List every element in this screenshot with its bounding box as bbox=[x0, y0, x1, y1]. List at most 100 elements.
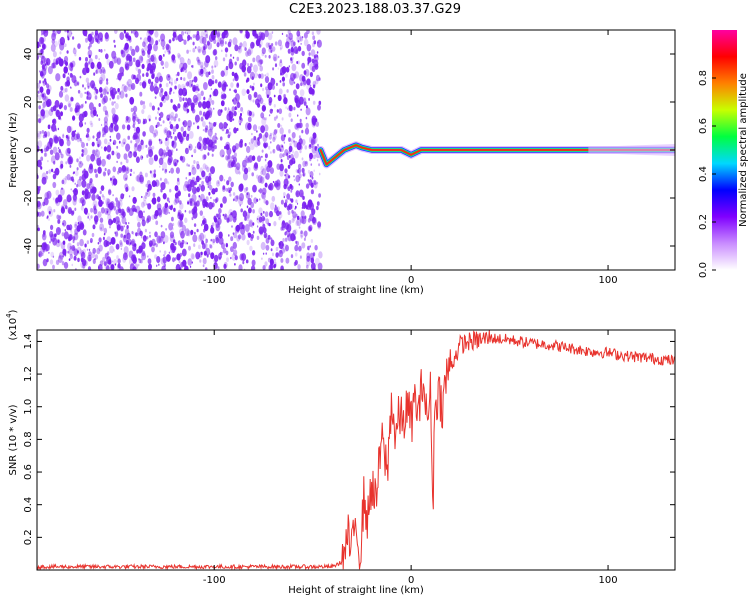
noise-speckle bbox=[86, 133, 90, 138]
noise-speckle bbox=[49, 211, 51, 214]
noise-speckle bbox=[198, 195, 201, 198]
noise-speckle bbox=[245, 186, 249, 191]
noise-speckle bbox=[175, 123, 179, 130]
noise-speckle bbox=[299, 74, 304, 82]
noise-speckle bbox=[291, 209, 294, 214]
noise-speckle bbox=[140, 37, 142, 40]
noise-speckle bbox=[147, 78, 152, 85]
noise-speckle bbox=[112, 166, 117, 173]
noise-speckle bbox=[230, 53, 232, 57]
noise-speckle bbox=[229, 88, 231, 91]
noise-speckle bbox=[228, 38, 232, 44]
noise-speckle bbox=[85, 77, 90, 83]
noise-speckle bbox=[299, 89, 305, 97]
noise-speckle bbox=[220, 100, 225, 107]
noise-speckle bbox=[134, 263, 139, 270]
noise-speckle bbox=[302, 160, 307, 167]
noise-speckle bbox=[103, 146, 107, 152]
noise-speckle bbox=[286, 152, 289, 156]
noise-speckle bbox=[291, 132, 296, 139]
noise-speckle bbox=[279, 169, 284, 177]
noise-speckle bbox=[233, 249, 238, 256]
noise-speckle bbox=[54, 152, 60, 161]
noise-speckle bbox=[116, 160, 118, 164]
noise-speckle bbox=[247, 197, 252, 206]
noise-speckle bbox=[84, 122, 87, 125]
noise-speckle bbox=[185, 241, 187, 245]
noise-speckle bbox=[119, 242, 123, 248]
noise-speckle bbox=[233, 89, 235, 92]
noise-speckle bbox=[112, 194, 114, 197]
noise-speckle bbox=[111, 93, 115, 100]
noise-speckle bbox=[191, 65, 193, 68]
noise-speckle bbox=[301, 36, 304, 39]
noise-speckle bbox=[125, 187, 129, 192]
noise-speckle bbox=[191, 166, 197, 176]
noise-speckle bbox=[214, 145, 217, 150]
noise-speckle bbox=[71, 75, 77, 84]
noise-speckle bbox=[218, 122, 224, 130]
noise-speckle bbox=[58, 58, 64, 67]
noise-speckle bbox=[52, 181, 57, 189]
noise-speckle bbox=[176, 180, 181, 186]
noise-speckle bbox=[285, 244, 289, 252]
noise-speckle bbox=[286, 224, 292, 233]
noise-speckle bbox=[153, 43, 158, 52]
noise-speckle bbox=[270, 202, 275, 210]
noise-speckle bbox=[50, 106, 54, 113]
noise-speckle bbox=[196, 200, 200, 207]
noise-speckle bbox=[196, 56, 200, 62]
noise-speckle bbox=[171, 216, 174, 222]
noise-speckle bbox=[113, 39, 116, 43]
noise-speckle bbox=[228, 213, 233, 222]
noise-speckle bbox=[246, 89, 250, 95]
noise-speckle bbox=[303, 97, 306, 102]
noise-speckle bbox=[127, 83, 132, 92]
noise-speckle bbox=[41, 32, 43, 36]
noise-speckle bbox=[86, 142, 89, 147]
noise-speckle bbox=[216, 32, 221, 39]
noise-speckle bbox=[222, 247, 227, 254]
noise-speckle bbox=[104, 167, 107, 172]
noise-speckle bbox=[84, 100, 87, 104]
noise-speckle bbox=[292, 150, 295, 154]
noise-speckle bbox=[205, 71, 210, 78]
noise-speckle bbox=[280, 258, 284, 263]
noise-speckle bbox=[318, 100, 322, 106]
noise-speckle bbox=[139, 91, 143, 97]
noise-speckle bbox=[212, 135, 217, 144]
noise-speckle bbox=[49, 137, 53, 144]
noise-speckle bbox=[260, 241, 266, 251]
noise-speckle bbox=[170, 152, 173, 156]
noise-speckle bbox=[208, 78, 213, 87]
noise-speckle bbox=[71, 130, 76, 138]
noise-speckle bbox=[59, 164, 63, 170]
noise-speckle bbox=[121, 216, 127, 225]
noise-speckle bbox=[74, 207, 77, 211]
noise-speckle bbox=[260, 212, 263, 216]
noise-speckle bbox=[66, 236, 68, 239]
noise-speckle bbox=[227, 41, 232, 48]
noise-speckle bbox=[168, 211, 170, 214]
noise-speckle bbox=[232, 118, 235, 121]
noise-speckle bbox=[172, 104, 177, 110]
noise-speckle bbox=[290, 198, 294, 203]
noise-speckle bbox=[81, 153, 84, 157]
noise-speckle bbox=[43, 78, 47, 82]
noise-speckle bbox=[211, 190, 213, 193]
noise-speckle bbox=[260, 59, 264, 64]
noise-speckle bbox=[148, 140, 153, 147]
noise-speckle bbox=[234, 106, 237, 111]
noise-speckle bbox=[265, 42, 270, 48]
x-tick-label: -100 bbox=[203, 275, 226, 286]
noise-speckle bbox=[77, 223, 81, 230]
noise-speckle bbox=[133, 126, 137, 132]
noise-speckle bbox=[131, 230, 134, 235]
noise-speckle bbox=[133, 132, 138, 140]
noise-speckle bbox=[111, 150, 115, 156]
noise-speckle bbox=[99, 242, 101, 245]
noise-speckle bbox=[162, 66, 164, 69]
noise-speckle bbox=[239, 62, 244, 70]
noise-speckle bbox=[153, 243, 156, 247]
noise-speckle bbox=[206, 254, 209, 258]
